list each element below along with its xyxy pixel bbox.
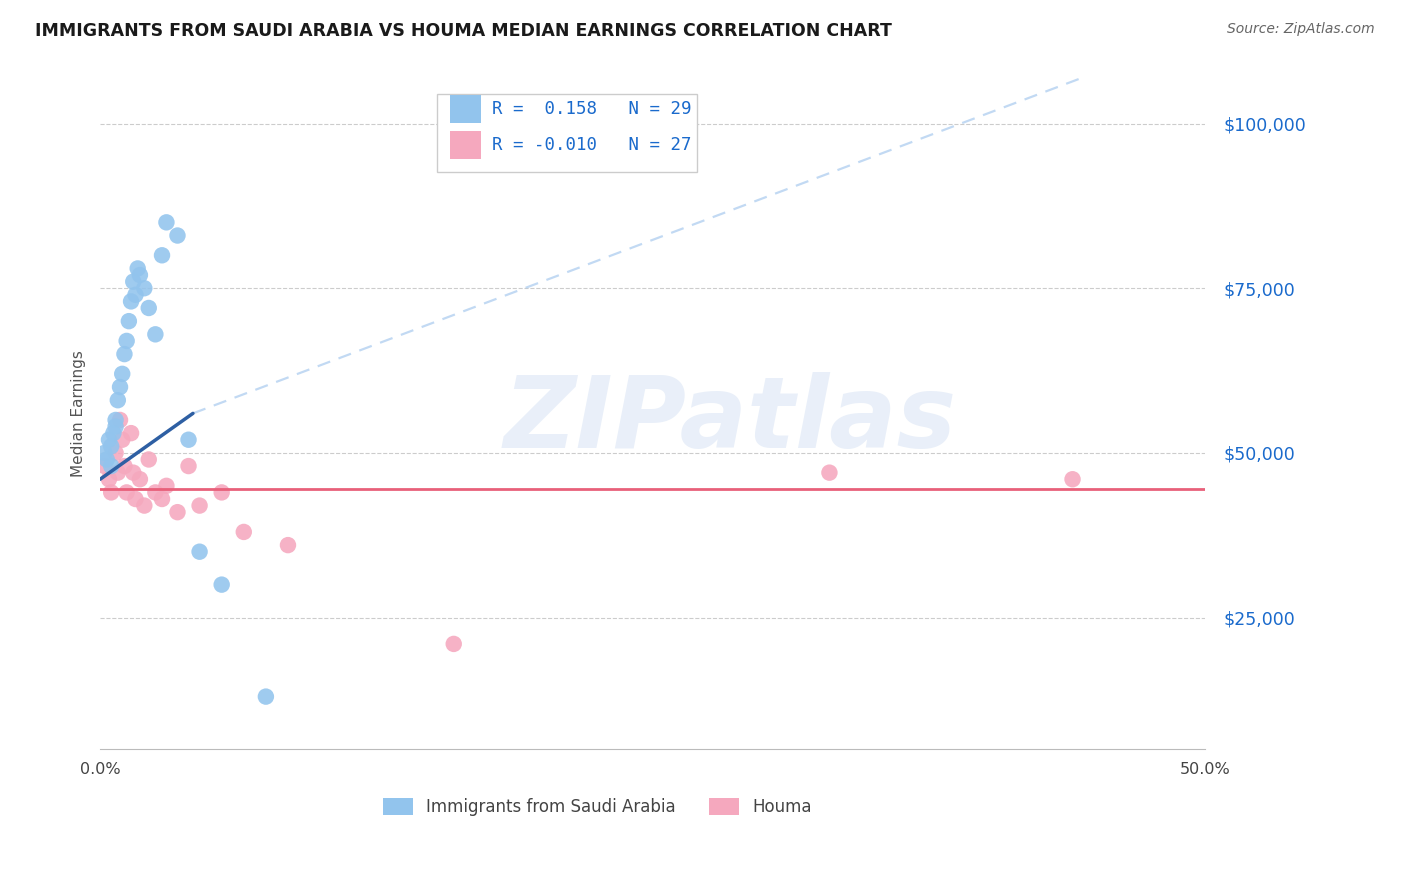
Point — [107, 466, 129, 480]
Point — [115, 485, 138, 500]
Point — [114, 458, 136, 473]
Point — [188, 544, 211, 558]
Point — [443, 637, 465, 651]
Point — [93, 446, 115, 460]
Point — [211, 485, 233, 500]
Point — [211, 577, 233, 591]
Point — [138, 301, 160, 315]
Bar — [450, 95, 481, 123]
Point — [114, 347, 136, 361]
Point — [98, 433, 121, 447]
Point — [108, 380, 131, 394]
Point — [129, 268, 152, 282]
Point — [129, 472, 152, 486]
Point — [100, 485, 122, 500]
Point — [138, 452, 160, 467]
Point — [166, 228, 188, 243]
Point — [100, 439, 122, 453]
Point — [111, 367, 134, 381]
Point — [1062, 472, 1084, 486]
Point — [124, 288, 146, 302]
Point — [150, 491, 173, 506]
Point — [118, 314, 141, 328]
Text: R = -0.010   N = 27: R = -0.010 N = 27 — [492, 136, 692, 153]
Point — [100, 458, 122, 473]
Point — [188, 499, 211, 513]
Point — [107, 393, 129, 408]
Point — [122, 466, 145, 480]
Point — [254, 690, 277, 704]
Point — [111, 433, 134, 447]
Point — [177, 433, 200, 447]
Point — [120, 294, 142, 309]
Point — [177, 458, 200, 473]
Text: Source: ZipAtlas.com: Source: ZipAtlas.com — [1227, 22, 1375, 37]
Y-axis label: Median Earnings: Median Earnings — [72, 350, 86, 477]
Point — [120, 426, 142, 441]
Point — [115, 334, 138, 348]
Point — [818, 466, 841, 480]
Point — [134, 499, 156, 513]
Point — [150, 248, 173, 262]
Point — [98, 472, 121, 486]
Point — [145, 485, 167, 500]
FancyBboxPatch shape — [437, 95, 697, 171]
Point — [96, 452, 118, 467]
Text: IMMIGRANTS FROM SAUDI ARABIA VS HOUMA MEDIAN EARNINGS CORRELATION CHART: IMMIGRANTS FROM SAUDI ARABIA VS HOUMA ME… — [35, 22, 891, 40]
Point — [232, 524, 254, 539]
Text: ZIPatlas: ZIPatlas — [503, 372, 956, 468]
Point — [104, 419, 127, 434]
Point — [122, 275, 145, 289]
Point — [155, 215, 177, 229]
Point — [166, 505, 188, 519]
Point — [108, 413, 131, 427]
Point — [277, 538, 299, 552]
Point — [103, 426, 125, 441]
Point — [93, 458, 115, 473]
Point — [104, 446, 127, 460]
Point — [104, 413, 127, 427]
Legend: Immigrants from Saudi Arabia, Houma: Immigrants from Saudi Arabia, Houma — [377, 791, 818, 822]
Point — [134, 281, 156, 295]
Text: R =  0.158   N = 29: R = 0.158 N = 29 — [492, 100, 692, 118]
Bar — [450, 130, 481, 159]
Point — [127, 261, 149, 276]
Point — [145, 327, 167, 342]
Point — [124, 491, 146, 506]
Point — [155, 479, 177, 493]
